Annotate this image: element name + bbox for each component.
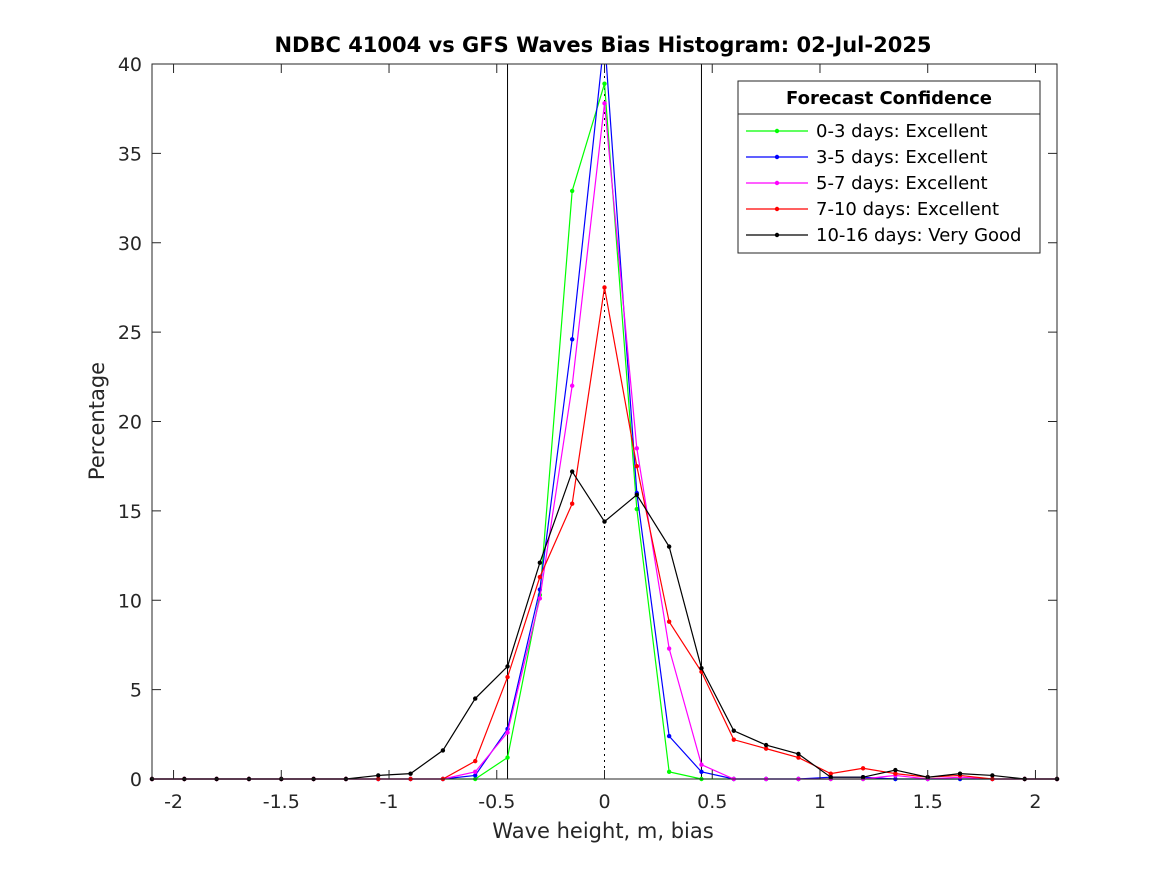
data-point xyxy=(699,769,704,775)
data-point xyxy=(666,544,672,549)
data-point xyxy=(634,506,640,512)
x-tick-label: 1 xyxy=(814,791,826,813)
data-point xyxy=(893,767,898,773)
data-point xyxy=(569,337,575,342)
data-point xyxy=(473,773,478,778)
data-point xyxy=(505,730,510,735)
data-point xyxy=(602,285,607,290)
legend-swatch-marker xyxy=(774,206,780,212)
data-point xyxy=(634,463,640,469)
x-tick-label: 1.5 xyxy=(913,791,943,813)
legend-swatch-marker xyxy=(774,180,780,186)
data-point xyxy=(666,619,672,624)
data-point xyxy=(731,728,736,733)
data-point xyxy=(666,646,672,651)
x-tick-label: 2 xyxy=(1029,791,1041,813)
data-point xyxy=(473,769,478,775)
legend-item-3: 7-10 days: Excellent xyxy=(746,199,999,220)
data-point xyxy=(569,469,575,474)
x-axis-label: Wave height, m, bias xyxy=(492,819,713,843)
legend-box xyxy=(737,80,1041,254)
data-point xyxy=(666,769,672,775)
x-tick-label: -1.5 xyxy=(263,791,300,813)
data-point xyxy=(828,775,833,780)
data-point xyxy=(699,665,704,671)
data-point xyxy=(860,775,866,780)
y-tick-label: 10 xyxy=(118,590,142,612)
data-point xyxy=(473,696,478,701)
x-tick-labels: -2 -1.5 -1 -0.5 0 0.5 1 1.5 2 xyxy=(164,791,1041,813)
reference-lines xyxy=(507,64,702,779)
y-tick-label: 40 xyxy=(118,54,142,76)
data-point xyxy=(666,733,672,739)
x-tick-label: -0.5 xyxy=(478,791,515,813)
legend-item-1: 3-5 days: Excellent xyxy=(746,147,988,168)
legend-label: 10-16 days: Very Good xyxy=(816,225,1021,246)
legend-item-0: 0-3 days: Excellent xyxy=(746,121,988,142)
x-tick-label: 0 xyxy=(598,791,610,813)
x-tick-label: -1 xyxy=(380,791,399,813)
data-point xyxy=(537,560,543,565)
data-point xyxy=(537,596,543,601)
y-tick-labels: 0 5 10 15 20 25 30 35 40 xyxy=(118,54,142,791)
data-point xyxy=(602,519,607,524)
axis-ticks xyxy=(152,63,1057,780)
legend: Forecast Confidence 0-3 days: Excellent 3… xyxy=(737,80,1041,254)
legend-label: 5-7 days: Excellent xyxy=(816,173,988,194)
x-tick-label: -2 xyxy=(164,791,183,813)
y-tick-label: 15 xyxy=(118,501,142,523)
data-point xyxy=(569,188,575,194)
data-point xyxy=(440,748,446,753)
data-point xyxy=(408,771,413,776)
data-point xyxy=(634,492,640,497)
data-point xyxy=(505,674,510,680)
data-point xyxy=(828,771,833,776)
legend-title: Forecast Confidence xyxy=(786,88,992,109)
data-point xyxy=(699,762,704,767)
y-tick-label: 30 xyxy=(118,233,142,255)
data-point xyxy=(602,101,607,106)
y-tick-label: 35 xyxy=(118,143,142,165)
y-axis-label: Percentage xyxy=(85,362,109,480)
data-point xyxy=(505,664,510,669)
data-point xyxy=(505,755,510,760)
data-point xyxy=(537,574,543,580)
data-point xyxy=(634,446,640,451)
data-point xyxy=(957,771,963,776)
x-tick-label: 0.5 xyxy=(697,791,727,813)
data-point xyxy=(763,742,769,748)
legend-item-4: 10-16 days: Very Good xyxy=(746,225,1021,246)
data-point xyxy=(796,751,801,757)
top-clip-mask xyxy=(152,0,1057,64)
data-point xyxy=(473,758,478,764)
legend-swatch-marker xyxy=(774,128,780,134)
y-tick-label: 20 xyxy=(118,412,142,434)
chart-title: NDBC 41004 vs GFS Waves Bias Histogram: … xyxy=(274,33,931,57)
data-point xyxy=(376,773,381,778)
legend-label: 7-10 days: Excellent xyxy=(816,199,999,220)
legend-items: 0-3 days: Excellent 3-5 days: Excellent 5-… xyxy=(746,121,1021,246)
legend-swatch-marker xyxy=(774,232,780,238)
data-point xyxy=(860,766,866,771)
data-point xyxy=(731,737,736,742)
legend-item-2: 5-7 days: Excellent xyxy=(746,173,988,194)
y-tick-label: 25 xyxy=(118,322,142,344)
series-layer xyxy=(149,0,1060,782)
data-point xyxy=(569,383,575,388)
data-point xyxy=(602,81,607,86)
data-point xyxy=(763,746,769,751)
legend-label: 3-5 days: Excellent xyxy=(816,147,988,168)
data-point xyxy=(990,773,995,778)
y-tick-label: 0 xyxy=(130,769,142,791)
legend-label: 0-3 days: Excellent xyxy=(816,121,988,142)
legend-swatch-marker xyxy=(774,154,780,160)
data-point xyxy=(796,755,801,760)
data-point xyxy=(569,501,575,506)
data-point xyxy=(893,771,898,776)
y-tick-label: 5 xyxy=(130,680,142,702)
